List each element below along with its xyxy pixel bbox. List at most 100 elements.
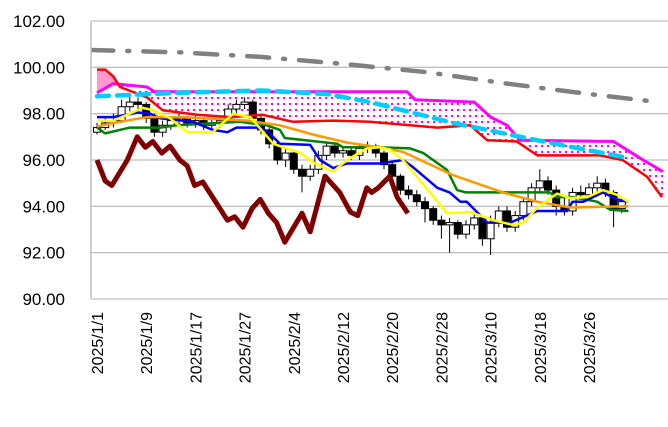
cloud-segment	[422, 100, 426, 127]
bullish-candle-body	[322, 145, 331, 156]
cloud-segment	[207, 91, 211, 116]
cloud-segment	[605, 141, 608, 157]
senkou-span-b-line	[96, 82, 664, 173]
bullish-candle-body	[125, 101, 134, 108]
bearish-candle-body	[150, 117, 159, 133]
cloud-segment	[545, 140, 549, 156]
bullish-candle-body	[486, 222, 495, 240]
x-tick-label: 2025/2/28	[434, 312, 451, 383]
moving-average-short-line	[97, 106, 630, 227]
bearish-candle-body	[298, 168, 306, 177]
cloud-segment	[338, 91, 342, 121]
cloud-segment	[203, 91, 206, 116]
cloud-segment	[586, 141, 590, 156]
bearish-candle-body	[289, 152, 298, 170]
candlesticks	[93, 95, 626, 255]
cloud-segment	[640, 158, 643, 174]
cloud-segment	[105, 69, 108, 89]
cloud-segment	[217, 91, 221, 117]
cloud-segment	[466, 101, 469, 126]
cloud-segment	[646, 161, 649, 179]
candlestick	[232, 99, 241, 114]
cloud-segment	[322, 91, 325, 121]
cloud-segment	[183, 91, 186, 114]
cloud-segment	[271, 91, 274, 118]
cloud-segment	[318, 91, 321, 122]
cloud-segment	[179, 91, 182, 113]
cloud-segment	[627, 150, 631, 166]
cloud-segment	[359, 91, 362, 122]
bullish-candle-body	[527, 187, 536, 203]
bullish-candle-body	[240, 101, 249, 105]
cloud-segment	[630, 151, 633, 167]
cloud-segment	[543, 140, 547, 156]
cloud-segment	[256, 91, 260, 116]
cloud-segment	[187, 91, 190, 114]
cloud-segment	[636, 155, 639, 171]
cloud-segment	[316, 91, 319, 122]
cloud-segment	[160, 91, 163, 111]
cloud-segment	[291, 91, 295, 122]
cloud-segment	[267, 91, 270, 117]
cloud-segment	[642, 159, 645, 175]
cloud-segment	[402, 91, 405, 125]
x-tick-label: 2025/3/26	[582, 312, 599, 383]
cloud-segment	[453, 101, 457, 127]
cloud-segment	[308, 91, 311, 122]
cloud-segment	[193, 91, 196, 115]
cloud-segment	[336, 91, 340, 121]
cloud-segment	[170, 91, 174, 112]
candlestick	[535, 169, 544, 193]
bullish-candle-body	[281, 152, 290, 161]
cloud-segment	[287, 91, 290, 122]
x-tick-label: 2025/1/9	[139, 312, 156, 374]
x-tick-label: 2025/2/12	[336, 312, 353, 383]
bearish-candle-body	[576, 191, 585, 196]
cloud-segment	[332, 91, 336, 121]
cloud-segment	[367, 91, 370, 122]
cloud-segment	[656, 167, 659, 193]
cloud-segment	[377, 91, 381, 123]
cloud-segment	[166, 91, 170, 112]
cloud-segment	[269, 91, 272, 117]
cloud-segment	[275, 91, 278, 119]
cloud-segment	[425, 100, 428, 127]
cloud-segment	[529, 140, 532, 152]
cloud-segment	[435, 100, 438, 128]
bullish-candle-body	[339, 150, 347, 154]
cloud-segment	[213, 91, 217, 117]
chikou-span-line	[94, 134, 410, 245]
cloud-segment	[589, 141, 592, 156]
cloud-segment	[220, 91, 223, 117]
y-tick-label: 100.00	[13, 58, 65, 77]
cloud-segment	[533, 140, 536, 155]
cloud-segment	[101, 69, 104, 91]
candlestick	[404, 185, 413, 200]
bearish-candle-body	[503, 210, 511, 228]
cloud-segment	[441, 100, 444, 128]
cloud-segment	[349, 91, 352, 122]
bearish-candle-body	[412, 194, 421, 203]
cloud-segment	[304, 91, 307, 122]
cloud-segment	[174, 91, 178, 113]
cloud-segment	[277, 91, 280, 119]
cloud-segment	[472, 102, 475, 129]
cloud-segment	[334, 91, 338, 121]
cloud-segment	[150, 89, 153, 102]
candlestick	[494, 206, 503, 228]
cloud-segment	[285, 91, 288, 121]
y-tick-label: 102.00	[13, 12, 65, 31]
cloud-segment	[625, 149, 629, 164]
bearish-candle-body	[404, 189, 413, 196]
cloud-segment	[168, 91, 172, 112]
cloud-segment	[482, 109, 485, 138]
bearish-candle-body	[421, 201, 429, 210]
bearish-candle-body	[273, 143, 282, 161]
cloud-segment	[365, 91, 368, 122]
bullish-candle-body	[232, 103, 241, 110]
cloud-segment	[279, 91, 282, 120]
bullish-candle-body	[445, 222, 454, 226]
x-tick-label: 2025/1/27	[238, 312, 255, 383]
cloud-segment	[427, 100, 430, 127]
candlestick	[330, 143, 339, 158]
